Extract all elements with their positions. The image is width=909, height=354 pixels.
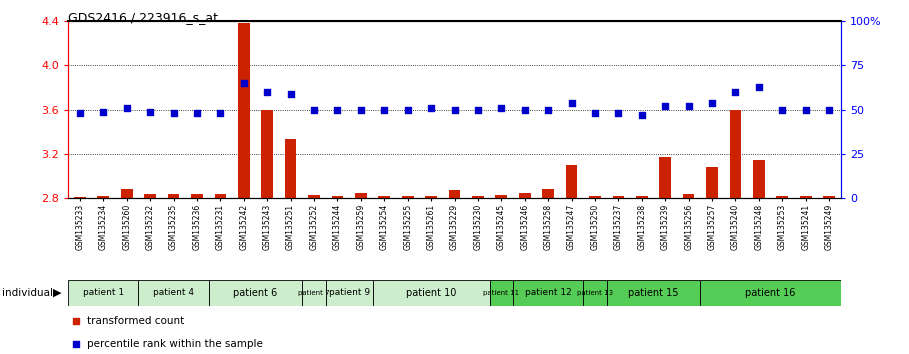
Bar [238, 23, 250, 198]
Point [798, 107, 813, 113]
Text: GDS2416 / 223916_s_at: GDS2416 / 223916_s_at [68, 11, 218, 24]
Bar [402, 196, 414, 198]
Point [447, 107, 462, 113]
Bar [495, 195, 507, 198]
Bar [613, 196, 624, 198]
Point [190, 110, 205, 116]
Text: individual: individual [2, 288, 53, 298]
Text: patient 16: patient 16 [745, 288, 795, 298]
Point [611, 110, 625, 116]
Point [658, 103, 673, 109]
Bar [167, 194, 179, 198]
Bar [589, 196, 601, 198]
Bar [472, 196, 484, 198]
Point [143, 109, 157, 114]
Bar [543, 189, 554, 198]
Point [775, 107, 790, 113]
Point [471, 107, 485, 113]
Text: patient 13: patient 13 [577, 290, 613, 296]
Bar [606, 280, 700, 306]
Text: patient 12: patient 12 [524, 289, 572, 297]
Point [330, 107, 345, 113]
Point [634, 112, 649, 118]
Bar [513, 280, 584, 306]
Point [564, 100, 579, 105]
Bar [519, 193, 531, 198]
Text: patient 11: patient 11 [484, 290, 519, 296]
Bar [325, 280, 373, 306]
Bar [355, 193, 366, 198]
Point [119, 105, 134, 111]
Bar [659, 157, 671, 198]
Point [68, 318, 84, 324]
Point [682, 103, 696, 109]
Bar [74, 197, 85, 198]
Point [588, 110, 603, 116]
Bar [303, 280, 325, 306]
Point [377, 107, 392, 113]
Point [424, 105, 438, 111]
Point [704, 100, 719, 105]
Bar [753, 160, 764, 198]
Bar [68, 280, 138, 306]
Bar [425, 196, 437, 198]
Bar [700, 280, 841, 306]
Bar [191, 194, 203, 198]
Text: patient 6: patient 6 [234, 288, 277, 298]
Bar [378, 196, 390, 198]
Bar [121, 189, 133, 198]
Text: patient 4: patient 4 [153, 289, 194, 297]
Bar [209, 280, 303, 306]
Text: patient 9: patient 9 [328, 289, 370, 297]
Bar [215, 194, 226, 198]
Text: patient 10: patient 10 [406, 288, 456, 298]
Point [517, 107, 532, 113]
Bar [683, 194, 694, 198]
Text: patient 1: patient 1 [83, 289, 124, 297]
Point [728, 89, 743, 95]
Point [822, 107, 836, 113]
Point [354, 107, 368, 113]
Point [96, 109, 111, 114]
Bar [776, 196, 788, 198]
Bar [706, 167, 718, 198]
Point [284, 91, 298, 97]
Point [752, 84, 766, 90]
Bar [584, 280, 606, 306]
Point [236, 80, 251, 86]
Point [166, 110, 181, 116]
Point [494, 105, 509, 111]
Bar [824, 196, 835, 198]
Bar [730, 110, 742, 198]
Text: transformed count: transformed count [87, 316, 185, 326]
Bar [636, 196, 648, 198]
Bar [449, 190, 460, 198]
Point [400, 107, 415, 113]
Bar [308, 195, 320, 198]
Text: patient 15: patient 15 [628, 288, 679, 298]
Bar [262, 110, 273, 198]
Bar [332, 196, 344, 198]
Text: percentile rank within the sample: percentile rank within the sample [87, 339, 264, 349]
Text: patient 7: patient 7 [298, 290, 330, 296]
Bar [800, 196, 812, 198]
Point [73, 110, 87, 116]
Text: ▶: ▶ [53, 288, 61, 298]
Bar [138, 280, 209, 306]
Bar [565, 165, 577, 198]
Point [260, 89, 275, 95]
Bar [285, 138, 296, 198]
Bar [373, 280, 490, 306]
Bar [490, 280, 513, 306]
Bar [145, 194, 156, 198]
Bar [97, 196, 109, 198]
Point [541, 107, 555, 113]
Point [213, 110, 227, 116]
Point [68, 341, 84, 347]
Point [306, 107, 321, 113]
